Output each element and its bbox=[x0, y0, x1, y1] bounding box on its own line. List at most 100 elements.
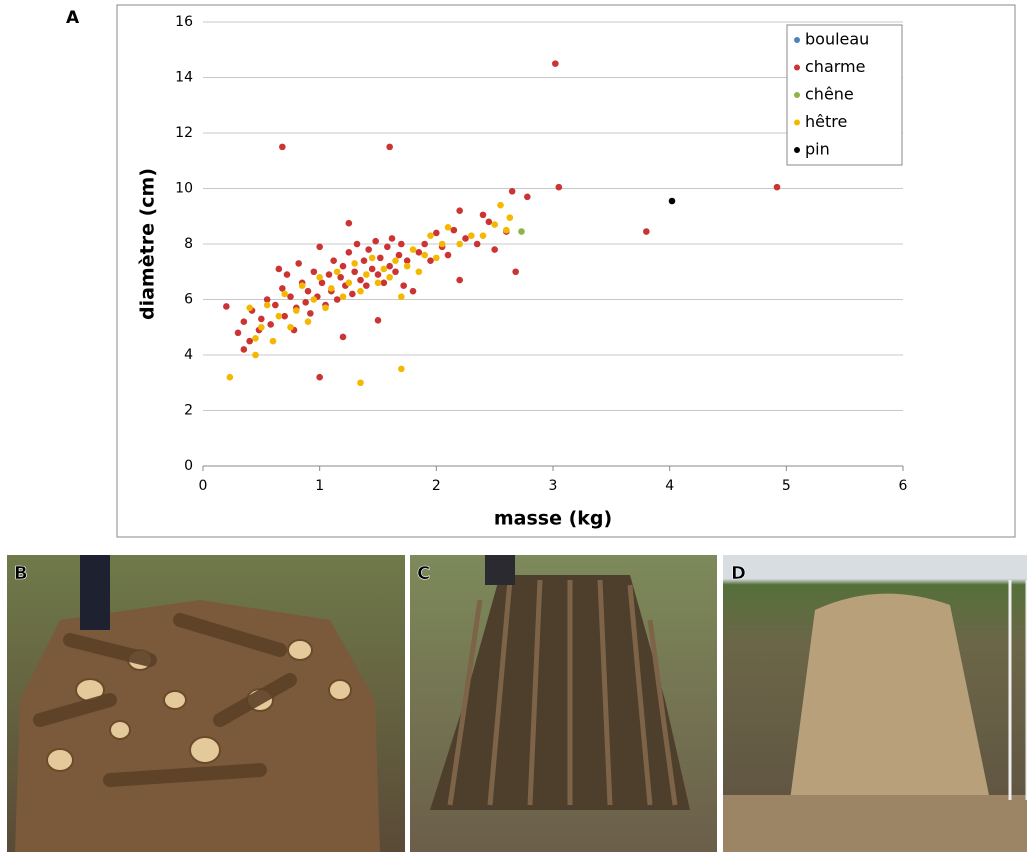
data-point bbox=[357, 379, 364, 387]
legend-marker bbox=[794, 37, 800, 43]
legend-marker bbox=[794, 92, 800, 98]
data-point bbox=[279, 143, 286, 151]
data-point bbox=[275, 312, 283, 320]
data-point bbox=[456, 240, 463, 248]
data-point bbox=[252, 335, 259, 342]
data-point bbox=[345, 279, 353, 287]
data-point bbox=[388, 235, 396, 242]
data-point bbox=[456, 207, 463, 214]
data-point bbox=[293, 307, 300, 314]
data-point bbox=[398, 365, 405, 373]
x-tick-label: 6 bbox=[899, 478, 908, 494]
y-tick-label: 14 bbox=[175, 70, 193, 86]
data-point bbox=[403, 257, 411, 264]
x-tick-label: 3 bbox=[549, 478, 558, 494]
legend-marker bbox=[794, 119, 800, 126]
data-point bbox=[252, 351, 259, 359]
data-point bbox=[226, 373, 234, 381]
data-point bbox=[353, 240, 361, 248]
x-tick-label: 4 bbox=[665, 478, 674, 494]
photo-label: D bbox=[731, 563, 746, 584]
data-point bbox=[269, 337, 277, 345]
photo-b bbox=[7, 555, 405, 852]
data-point bbox=[421, 240, 428, 248]
legend-label: bouleau bbox=[805, 30, 869, 49]
data-point bbox=[395, 251, 403, 259]
data-point bbox=[421, 251, 428, 259]
data-point bbox=[316, 243, 323, 251]
data-point bbox=[462, 235, 469, 242]
data-point bbox=[392, 268, 399, 276]
x-tick-label: 1 bbox=[315, 478, 324, 494]
data-point bbox=[398, 293, 405, 301]
data-point bbox=[398, 240, 405, 248]
data-point bbox=[386, 262, 393, 270]
y-tick-label: 10 bbox=[175, 181, 193, 197]
data-point bbox=[555, 183, 563, 191]
data-point bbox=[349, 290, 356, 298]
data-point bbox=[524, 193, 531, 201]
data-point bbox=[258, 323, 265, 331]
x-tick-label: 2 bbox=[432, 478, 441, 494]
panel-label: A bbox=[66, 8, 80, 28]
data-point bbox=[246, 337, 253, 345]
legend-marker bbox=[794, 147, 800, 153]
data-point bbox=[392, 257, 399, 264]
x-tick-label: 0 bbox=[199, 478, 208, 494]
data-point bbox=[275, 265, 283, 273]
data-point bbox=[339, 262, 347, 270]
data-point bbox=[386, 143, 393, 151]
data-point bbox=[415, 249, 423, 256]
data-point bbox=[372, 237, 379, 245]
data-point bbox=[339, 293, 347, 301]
legend-label: chêne bbox=[805, 85, 854, 104]
data-point bbox=[322, 304, 329, 312]
data-point bbox=[503, 226, 510, 234]
photo-d bbox=[723, 555, 1027, 852]
data-point bbox=[773, 183, 781, 191]
photo-label: B bbox=[14, 563, 28, 584]
data-point bbox=[400, 282, 407, 289]
data-point bbox=[283, 271, 291, 278]
data-point bbox=[368, 254, 376, 262]
data-point bbox=[384, 243, 391, 251]
data-point bbox=[246, 304, 253, 312]
data-point bbox=[333, 296, 341, 303]
data-point bbox=[485, 218, 493, 226]
y-tick-label: 6 bbox=[184, 292, 193, 308]
data-point bbox=[345, 219, 353, 227]
data-point bbox=[263, 301, 271, 309]
y-tick-label: 4 bbox=[184, 347, 193, 363]
data-point bbox=[456, 276, 463, 284]
data-point bbox=[330, 257, 337, 264]
legend-box bbox=[786, 24, 903, 166]
data-point bbox=[240, 346, 248, 353]
photo-label: C bbox=[417, 563, 430, 584]
data-point bbox=[337, 274, 344, 281]
legend-label: pin bbox=[805, 140, 830, 159]
data-point bbox=[304, 318, 312, 326]
data-point bbox=[287, 323, 294, 331]
data-point bbox=[316, 274, 323, 281]
data-point bbox=[415, 268, 423, 276]
data-point bbox=[339, 333, 347, 341]
data-point bbox=[281, 312, 288, 320]
data-point bbox=[512, 268, 519, 276]
data-point bbox=[363, 282, 370, 289]
data-point bbox=[267, 321, 274, 328]
data-point bbox=[223, 303, 230, 310]
photo-c bbox=[410, 555, 717, 852]
data-point bbox=[380, 265, 388, 273]
data-point bbox=[345, 249, 353, 256]
data-point bbox=[409, 287, 417, 295]
data-point bbox=[302, 298, 309, 306]
data-point bbox=[351, 260, 358, 267]
data-point bbox=[333, 268, 341, 276]
y-tick-label: 16 bbox=[175, 14, 193, 30]
legend-marker bbox=[794, 64, 800, 71]
data-point bbox=[491, 246, 498, 253]
data-point bbox=[351, 268, 358, 276]
